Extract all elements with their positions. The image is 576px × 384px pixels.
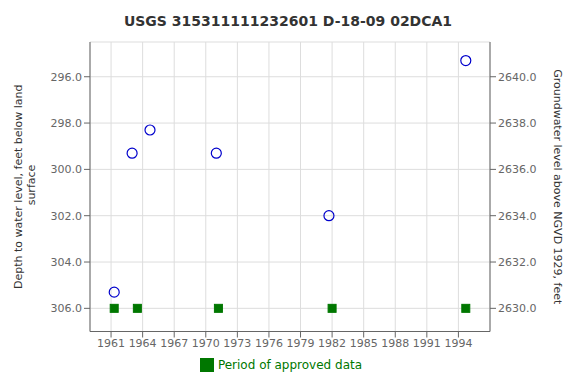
svg-text:1976: 1976 bbox=[255, 337, 283, 350]
svg-text:1985: 1985 bbox=[350, 337, 378, 350]
svg-text:298.0: 298.0 bbox=[51, 117, 83, 130]
svg-text:302.0: 302.0 bbox=[51, 210, 83, 223]
svg-text:Depth to water level, feet bel: Depth to water level, feet below land su… bbox=[12, 84, 38, 289]
svg-text:2640.0: 2640.0 bbox=[498, 71, 537, 84]
html-text:Period of approved data: Period of approved data bbox=[217, 357, 363, 372]
svg-text:2638.0: 2638.0 bbox=[498, 117, 537, 130]
svg-text:2630.0: 2630.0 bbox=[498, 302, 537, 315]
svg-text:2634.0: 2634.0 bbox=[498, 210, 537, 223]
svg-text:1979: 1979 bbox=[287, 337, 315, 350]
svg-text:1961: 1961 bbox=[97, 337, 125, 350]
svg-text:1967: 1967 bbox=[160, 337, 188, 350]
svg-text:1991: 1991 bbox=[413, 337, 441, 350]
html-text:USGS 315311111232601 D-18-09 0: USGS 315311111232601 D-18-09 02DCA1 bbox=[123, 13, 453, 29]
svg-text:1988: 1988 bbox=[381, 337, 409, 350]
svg-text:300.0: 300.0 bbox=[51, 163, 83, 176]
svg-text:2632.0: 2632.0 bbox=[498, 256, 537, 269]
svg-text:1982: 1982 bbox=[318, 337, 346, 350]
svg-text:1973: 1973 bbox=[223, 337, 251, 350]
svg-text:2636.0: 2636.0 bbox=[498, 163, 537, 176]
svg-text:1970: 1970 bbox=[192, 337, 220, 350]
svg-text:Groundwater level above NGVD 1: Groundwater level above NGVD 1929, feet bbox=[551, 69, 564, 305]
svg-text:296.0: 296.0 bbox=[51, 71, 83, 84]
svg-text:304.0: 304.0 bbox=[51, 256, 83, 269]
svg-text:306.0: 306.0 bbox=[51, 302, 83, 315]
svg-text:1964: 1964 bbox=[129, 337, 157, 350]
svg-text:1994: 1994 bbox=[444, 337, 472, 350]
